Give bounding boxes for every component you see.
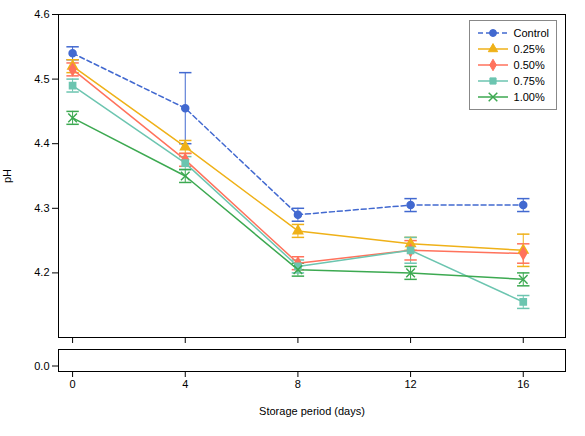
html-text:0.75%: 0.75% <box>513 75 545 87</box>
html-text:0.50%: 0.50% <box>513 59 545 71</box>
svg-text:4.2: 4.2 <box>34 266 49 278</box>
svg-text:12: 12 <box>404 378 416 390</box>
html-text:0.25%: 0.25% <box>513 43 545 55</box>
svg-text:4.3: 4.3 <box>34 202 49 214</box>
svg-text:4.5: 4.5 <box>34 73 49 85</box>
html-text:Control: Control <box>513 27 549 39</box>
html-text:1.00%: 1.00% <box>513 91 545 103</box>
svg-text:4.4: 4.4 <box>34 137 49 149</box>
svg-text:16: 16 <box>517 378 529 390</box>
svg-text:0: 0 <box>70 378 76 390</box>
svg-text:Storage period (days): Storage period (days) <box>259 405 365 417</box>
svg-text:4.6: 4.6 <box>34 8 49 20</box>
svg-text:8: 8 <box>295 378 301 390</box>
svg-text:pH: pH <box>1 169 13 183</box>
svg-text:0.0: 0.0 <box>34 360 49 372</box>
svg-text:4: 4 <box>182 378 188 390</box>
